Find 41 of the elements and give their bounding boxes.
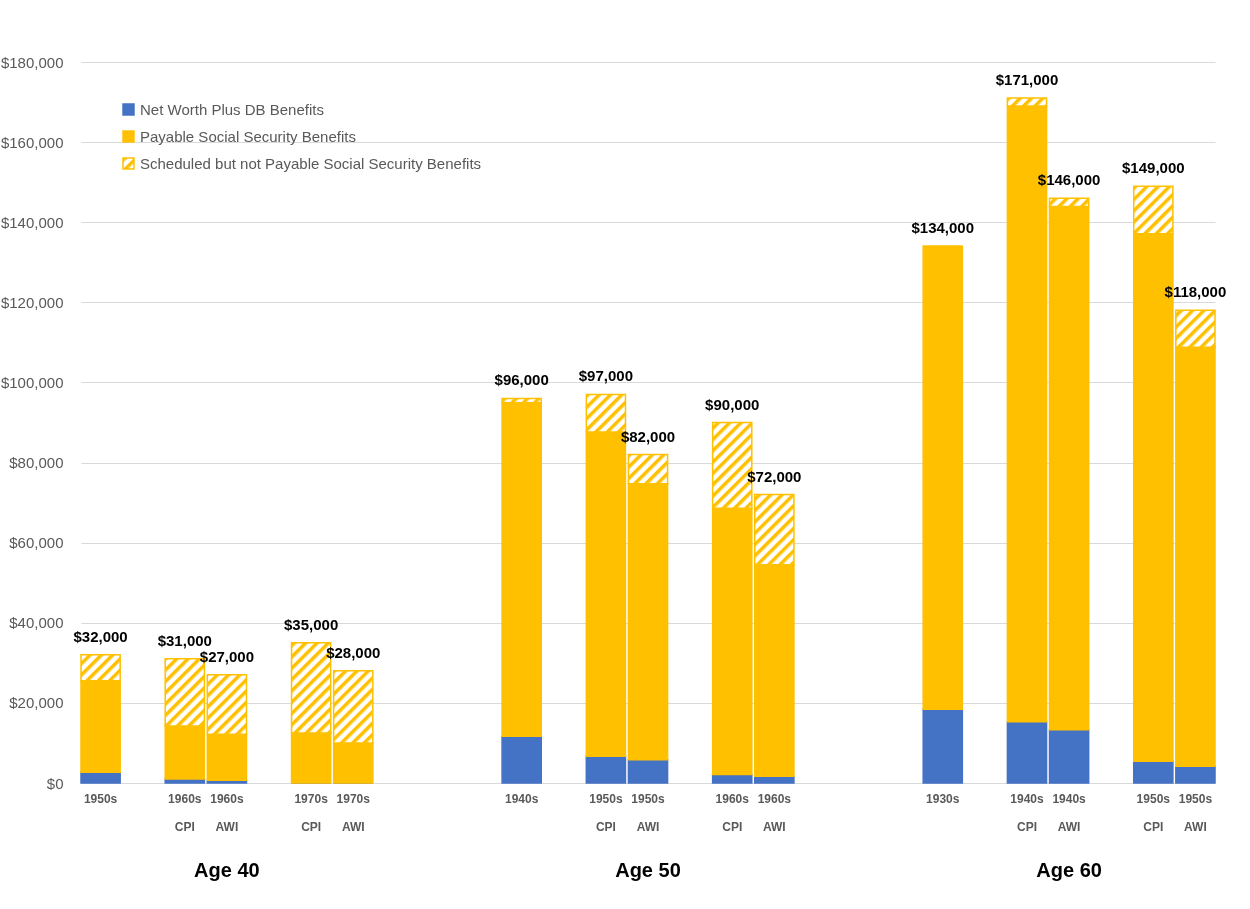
total-label: $90,000 — [705, 395, 760, 413]
y-tick-label: $80,000 — [9, 454, 64, 472]
y-tick-label: $140,000 — [0, 213, 64, 231]
total-label: $97,000 — [578, 367, 634, 385]
y-tick-label: $180,000 — [0, 53, 64, 71]
text: Age 60 — [1036, 859, 1102, 881]
total-label: $149,000 — [1122, 159, 1185, 177]
y-tick-label: $60,000 — [9, 534, 64, 552]
text: Age 40 — [194, 859, 260, 881]
total-label: $32,000 — [73, 627, 128, 645]
total-label: $171,000 — [995, 71, 1059, 89]
text: Age 50 — [615, 859, 681, 881]
total-label: $96,000 — [494, 371, 549, 389]
x-tick-label: 1960s AWI — [757, 791, 792, 834]
total-label: $27,000 — [199, 647, 255, 665]
x-tick-label: 1950s AWI — [631, 791, 666, 834]
legend-label: Net Worth Plus DB Benefits — [140, 100, 324, 118]
y-tick-label: $0 — [46, 774, 64, 792]
y-tick-label: $120,000 — [0, 293, 64, 311]
legend-label: Scheduled but not Payable Social Security Benefits — [140, 154, 482, 172]
x-tick-label: 1950s CPI — [589, 791, 623, 834]
x-tick-label: 1930s — [926, 791, 960, 806]
x-tick-label: 1940s — [504, 791, 539, 806]
x-tick-label: 1950s CPI — [1136, 791, 1171, 834]
total-label: $31,000 — [157, 631, 212, 649]
x-tick-label: 1970s AWI — [336, 791, 371, 834]
legend-label: Payable Social Security Benefits — [140, 127, 356, 145]
y-tick-label: $100,000 — [0, 373, 64, 391]
x-tick-label: 1940s CPI — [1010, 791, 1044, 834]
total-label: $134,000 — [911, 219, 975, 237]
x-tick-label: 1960s CPI — [715, 791, 750, 834]
y-tick-label: $40,000 — [9, 614, 64, 632]
x-tick-label: 1960s CPI — [168, 791, 202, 834]
x-tick-label: 1970s CPI — [294, 791, 329, 834]
x-tick-label: 1940s AWI — [1052, 791, 1087, 834]
total-label: $35,000 — [284, 615, 339, 633]
y-tick-label: $160,000 — [0, 133, 64, 151]
x-tick-label: 1950s AWI — [1178, 791, 1213, 834]
x-tick-label: 1960s AWI — [210, 791, 244, 834]
y-tick-label: $20,000 — [9, 694, 64, 712]
x-tick-label: 1950s — [83, 791, 118, 806]
